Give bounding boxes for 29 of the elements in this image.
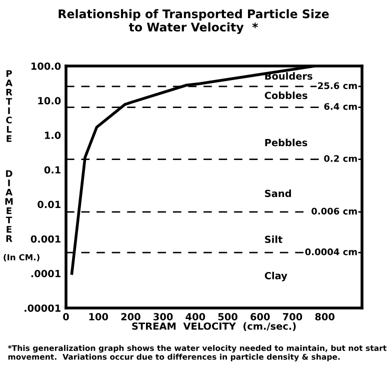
x-tick-label: 700 bbox=[282, 313, 302, 320]
y-tick-label: 0.1 bbox=[44, 166, 60, 174]
annotation: Sand bbox=[265, 190, 291, 198]
annotation: Cobbles bbox=[264, 92, 308, 100]
ref-line-label: 6.4 cm bbox=[324, 103, 357, 110]
y-tick-label: 0.01 bbox=[38, 200, 60, 208]
x-tick-label: 100 bbox=[89, 313, 108, 320]
x-tick-label: 0 bbox=[63, 313, 69, 320]
x-tick-label: 500 bbox=[218, 313, 238, 320]
ref-line-label: 25.6 cm bbox=[318, 82, 357, 90]
x-tick-label: 200 bbox=[121, 313, 140, 320]
x-axis-title: STREAM VELOCITY (cm./sec.) bbox=[132, 322, 296, 331]
annotation: Clay bbox=[264, 272, 288, 282]
x-tick-label: 800 bbox=[315, 313, 334, 320]
y-tick-label: 1.0 bbox=[45, 132, 61, 139]
x-tick-label: 400 bbox=[186, 313, 206, 320]
annotation: Silt bbox=[265, 236, 282, 244]
x-tick-label: 300 bbox=[154, 313, 173, 320]
y-tick-label: 0.001 bbox=[30, 235, 60, 243]
y-tick-label: 10.0 bbox=[38, 97, 61, 104]
y-tick-label: .00001 bbox=[24, 304, 60, 312]
chart-title: Relationship of Transported Particle Size to Water Velocity * bbox=[58, 9, 329, 34]
y-tick-label: 100.0 bbox=[31, 62, 61, 70]
ref-line-label: 0.006 cm bbox=[312, 208, 357, 215]
x-tick-label: 600 bbox=[250, 313, 270, 320]
annotation: Pebbles bbox=[265, 138, 308, 146]
ref-line-label: 0.2 cm bbox=[324, 155, 357, 162]
ref-line-label: 0.0004 cm bbox=[305, 248, 357, 256]
y-tick-label: .0001 bbox=[31, 270, 60, 278]
